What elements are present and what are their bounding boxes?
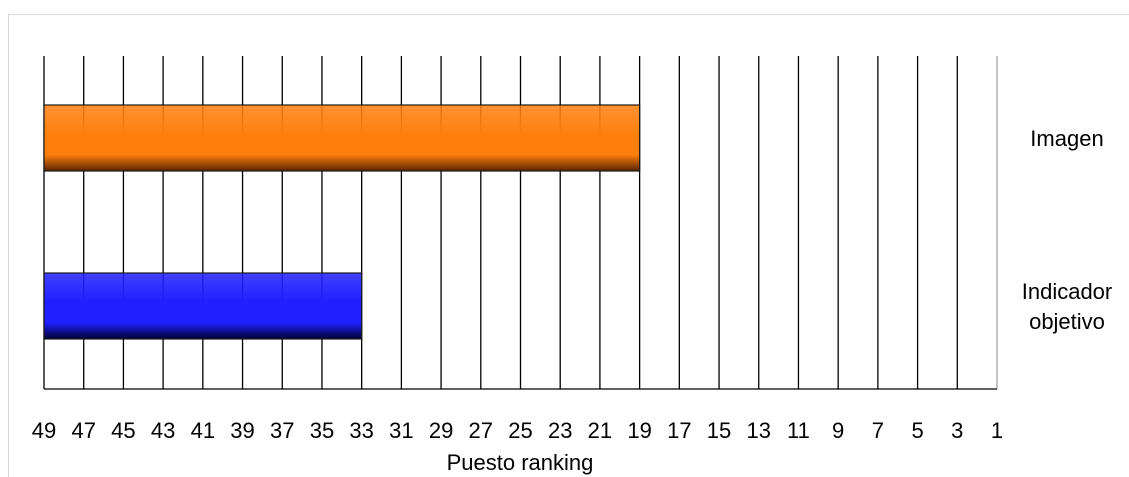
x-tick-label: 9 <box>832 418 844 443</box>
bar-indicador-objetivo <box>43 272 363 340</box>
x-tick-label: 47 <box>71 418 95 443</box>
x-tick-label: 13 <box>747 418 771 443</box>
x-tick-label: 7 <box>872 418 884 443</box>
category-labels: Imagen Indicador objetivo <box>1022 126 1113 334</box>
x-tick-label: 41 <box>191 418 215 443</box>
x-tick-label: 21 <box>588 418 612 443</box>
category-label: objetivo <box>1029 309 1105 334</box>
x-tick-label: 27 <box>469 418 493 443</box>
x-tick-labels: 49 47 45 43 41 39 37 35 33 31 29 27 25 23 21 19 17 15 13 11… <box>32 418 1003 443</box>
x-tick-label: 11 <box>787 418 810 443</box>
x-tick-label: 25 <box>508 418 532 443</box>
category-label: Imagen <box>1030 126 1103 151</box>
x-tick-label: 39 <box>230 418 254 443</box>
x-tick-label: 3 <box>951 418 963 443</box>
x-tick-label: 33 <box>349 418 373 443</box>
x-tick-label: 29 <box>429 418 453 443</box>
x-tick-label: 31 <box>389 418 413 443</box>
x-tick-label: 15 <box>707 418 731 443</box>
x-tick-label: 1 <box>991 418 1003 443</box>
x-tick-label: 49 <box>32 418 56 443</box>
bars <box>43 104 641 340</box>
bar-imagen <box>43 104 641 172</box>
chart-frame <box>8 14 1129 477</box>
x-tick-label: 45 <box>111 418 135 443</box>
x-tick-label: 23 <box>548 418 572 443</box>
x-tick-label: 19 <box>627 418 651 443</box>
x-tick-label: 17 <box>667 418 691 443</box>
x-tick-label: 43 <box>151 418 175 443</box>
x-tick-label: 5 <box>911 418 923 443</box>
category-label: Indicador <box>1022 279 1113 304</box>
x-tick-label: 35 <box>310 418 334 443</box>
x-tick-label: 37 <box>270 418 294 443</box>
x-axis-title: Puesto ranking <box>447 450 594 475</box>
